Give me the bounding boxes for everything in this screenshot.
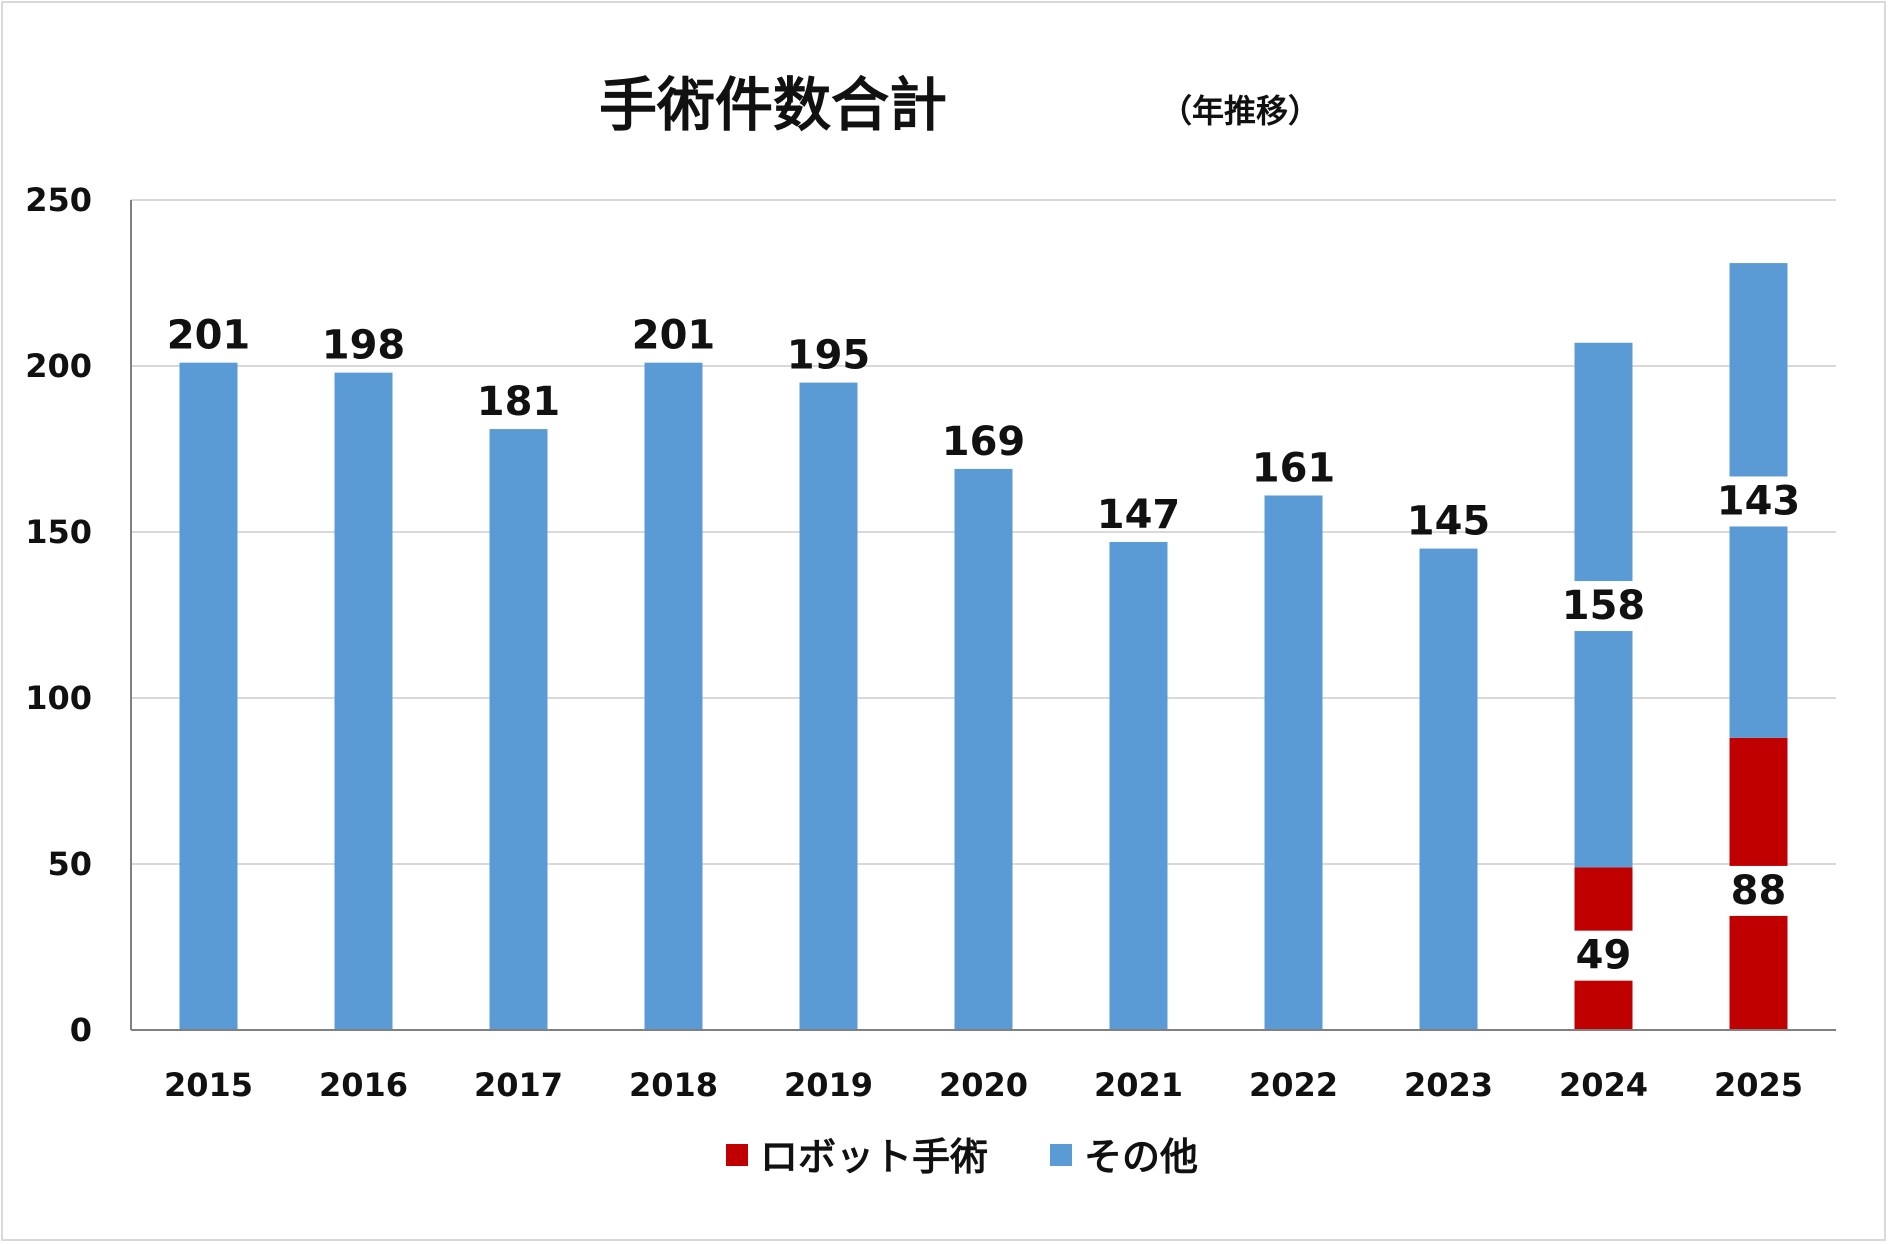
axes: 0 50 100 150 200 250 2015 2016 2017 2018 2019 2020 2… <box>25 181 1836 1104</box>
x-tick-label: 2025 <box>1714 1066 1803 1104</box>
data-label-other-2020: 169 <box>942 419 1026 465</box>
bar-other-2015 <box>179 362 238 1030</box>
data-label-other-2018: 201 <box>632 313 716 359</box>
bar-other-2019 <box>799 382 858 1031</box>
bars <box>179 263 1788 1031</box>
data-label-other-2016: 198 <box>322 323 406 369</box>
y-tick-label: 200 <box>25 347 92 385</box>
data-label-background <box>1557 930 1650 981</box>
data-label-background <box>1712 865 1805 916</box>
bar-other-2016 <box>334 372 393 1030</box>
data-label-other-2023: 145 <box>1407 499 1491 545</box>
x-tick-label: 2023 <box>1404 1066 1493 1104</box>
data-label-other-2024: 158 <box>1562 583 1646 629</box>
x-tick-label: 2017 <box>474 1066 563 1104</box>
y-tick-label: 50 <box>47 845 92 883</box>
legend: ロボット手術 その他 <box>726 1135 1198 1179</box>
x-tick-label: 2015 <box>164 1066 253 1104</box>
data-label-other-2015: 201 <box>167 313 251 359</box>
bar-other-2023 <box>1419 548 1478 1030</box>
bar-other-2022 <box>1264 495 1323 1031</box>
data-label-background <box>1712 476 1805 527</box>
chart-subtitle: （年推移） <box>1160 92 1320 130</box>
bar-other-2018 <box>644 362 703 1030</box>
bar-other-2020 <box>954 468 1013 1030</box>
y-tick-label: 250 <box>25 181 92 219</box>
x-tick-label: 2021 <box>1094 1066 1183 1104</box>
y-tick-label: 100 <box>25 679 92 717</box>
data-label-other-2017: 181 <box>477 379 561 425</box>
data-label-other-2025: 143 <box>1717 478 1801 524</box>
data-label-robot-2024: 49 <box>1576 933 1632 979</box>
data-label-robot-2025: 88 <box>1731 868 1787 914</box>
legend-label-other: その他 <box>1084 1135 1198 1179</box>
x-tick-label: 2016 <box>319 1066 408 1104</box>
legend-label-robot: ロボット手術 <box>760 1135 988 1179</box>
y-tick-label: 150 <box>25 513 92 551</box>
legend-swatch-other <box>1050 1144 1072 1166</box>
data-label-other-2021: 147 <box>1097 492 1181 538</box>
data-labels: 201 198 181 201 195 169 147 161 145 49 158 88 143 <box>167 313 1805 981</box>
chart-title: 手術件数合計 <box>599 71 947 139</box>
y-tick-label: 0 <box>70 1011 92 1049</box>
data-label-other-2019: 195 <box>787 333 871 379</box>
x-tick-label: 2022 <box>1249 1066 1338 1104</box>
legend-swatch-robot <box>726 1144 748 1166</box>
bar-other-2017 <box>489 429 548 1031</box>
x-tick-label: 2020 <box>939 1066 1028 1104</box>
x-tick-label: 2024 <box>1559 1066 1648 1104</box>
x-tick-label: 2018 <box>629 1066 718 1104</box>
x-tick-label: 2019 <box>784 1066 873 1104</box>
data-label-other-2022: 161 <box>1252 445 1336 491</box>
data-label-background <box>1557 581 1650 632</box>
bar-other-2021 <box>1109 541 1168 1030</box>
